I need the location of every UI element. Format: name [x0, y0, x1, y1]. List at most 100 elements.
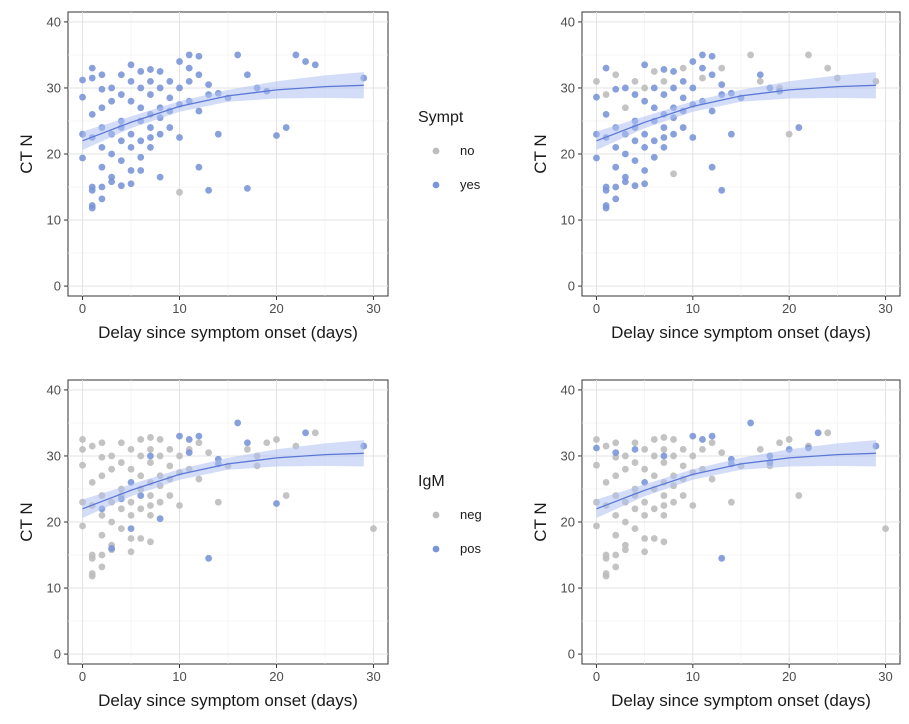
data-point-yes — [88, 204, 96, 212]
data-point-yes — [205, 186, 213, 194]
data-point-pos — [185, 449, 193, 457]
y-tick-label: 20 — [561, 515, 575, 530]
data-point-neg — [117, 505, 125, 513]
legend-label: no — [460, 143, 474, 158]
data-point-neg — [641, 535, 649, 542]
data-point-yes — [679, 124, 687, 131]
data-point-neg — [127, 548, 135, 556]
confidence-band — [82, 72, 364, 150]
data-point-neg — [756, 445, 764, 453]
data-point-no — [756, 77, 764, 85]
data-point-yes — [156, 68, 164, 75]
data-point-yes — [612, 143, 620, 151]
data-point-neg — [795, 492, 803, 499]
data-point-no — [631, 77, 639, 85]
data-point-pos — [147, 452, 154, 460]
data-point-yes — [166, 77, 174, 85]
data-point-yes — [660, 143, 668, 151]
data-point-yes — [631, 137, 639, 145]
data-point-pos — [593, 444, 600, 452]
x-tick-label: 10 — [686, 301, 700, 316]
data-point-yes — [98, 143, 106, 151]
data-point-neg — [98, 453, 106, 461]
data-point-yes — [641, 130, 649, 138]
data-point-yes — [631, 91, 639, 98]
data-point-neg — [660, 502, 668, 509]
data-point-neg — [127, 465, 135, 473]
data-point-neg — [660, 538, 668, 546]
data-point-no — [670, 170, 677, 178]
data-point-yes — [650, 137, 658, 145]
data-point-yes — [650, 153, 658, 161]
data-point-yes — [602, 204, 610, 212]
data-point-yes — [311, 61, 319, 69]
data-point-yes — [166, 94, 174, 102]
data-point-neg — [631, 459, 639, 466]
data-point-neg — [273, 436, 280, 443]
y-tick-label: 10 — [47, 581, 61, 596]
y-tick-label: 20 — [47, 515, 61, 530]
data-point-neg — [98, 531, 106, 539]
x-tick-label: 20 — [269, 301, 283, 316]
data-point-yes — [108, 178, 116, 186]
data-point-yes — [621, 150, 629, 158]
data-point-neg — [660, 492, 668, 499]
data-point-neg — [593, 522, 600, 530]
data-point-yes — [147, 143, 154, 151]
data-point-neg — [621, 465, 629, 473]
data-point-neg — [641, 511, 649, 519]
data-point-yes — [660, 134, 668, 141]
data-point-neg — [127, 535, 135, 542]
x-tick-label: 20 — [269, 669, 283, 684]
data-point-pos — [137, 492, 145, 499]
data-point-yes — [176, 134, 183, 141]
data-point-neg — [166, 492, 174, 499]
data-point-yes — [602, 110, 610, 118]
x-tick-label: 30 — [366, 669, 380, 684]
data-point-yes — [147, 77, 154, 85]
data-point-yes — [689, 58, 697, 65]
data-point-neg — [147, 492, 154, 499]
data-point-neg — [882, 525, 889, 533]
data-point-neg — [631, 439, 639, 447]
data-point-yes — [670, 68, 677, 75]
legend-title: IgM — [418, 473, 445, 490]
data-point-yes — [718, 81, 726, 89]
y-tick-label: 40 — [561, 14, 575, 29]
data-point-yes — [195, 163, 203, 171]
x-axis-title: Delay since symptom onset (days) — [611, 691, 871, 710]
data-point-yes — [185, 51, 193, 59]
data-point-neg — [108, 465, 116, 473]
x-axis-title: Delay since symptom onset (days) — [98, 323, 358, 342]
data-point-yes — [660, 91, 668, 98]
data-point-yes — [699, 51, 706, 59]
data-point-yes — [214, 130, 222, 138]
y-tick-label: 10 — [47, 213, 61, 228]
data-point-yes — [670, 84, 677, 92]
data-point-neg — [98, 563, 106, 571]
data-point-yes — [612, 195, 620, 203]
data-point-neg — [88, 442, 96, 450]
data-point-neg — [176, 502, 183, 509]
y-axis-title: CT N — [531, 134, 550, 173]
data-point-yes — [273, 132, 280, 139]
data-point-yes — [708, 71, 716, 79]
data-point-neg — [718, 449, 726, 457]
chart-panel-bottom-left: 0 10 20 30 0 10 20 30 40 Delay since symptom onse… — [17, 379, 389, 710]
data-point-neg — [147, 511, 154, 519]
data-point-neg — [670, 452, 677, 460]
data-point-pos — [814, 429, 822, 437]
fit-line — [82, 452, 364, 510]
data-point-no — [650, 68, 658, 75]
x-tick-label: 20 — [782, 669, 796, 684]
data-point-yes — [156, 130, 164, 138]
y-tick-label: 20 — [47, 147, 61, 162]
data-point-neg — [214, 498, 222, 506]
data-point-neg — [98, 439, 106, 447]
data-point-neg — [650, 472, 658, 480]
y-tick-label: 20 — [561, 147, 575, 162]
data-point-neg — [679, 462, 687, 470]
fit-line — [82, 84, 364, 142]
x-tick-label: 20 — [782, 301, 796, 316]
data-point-neg — [593, 436, 600, 443]
